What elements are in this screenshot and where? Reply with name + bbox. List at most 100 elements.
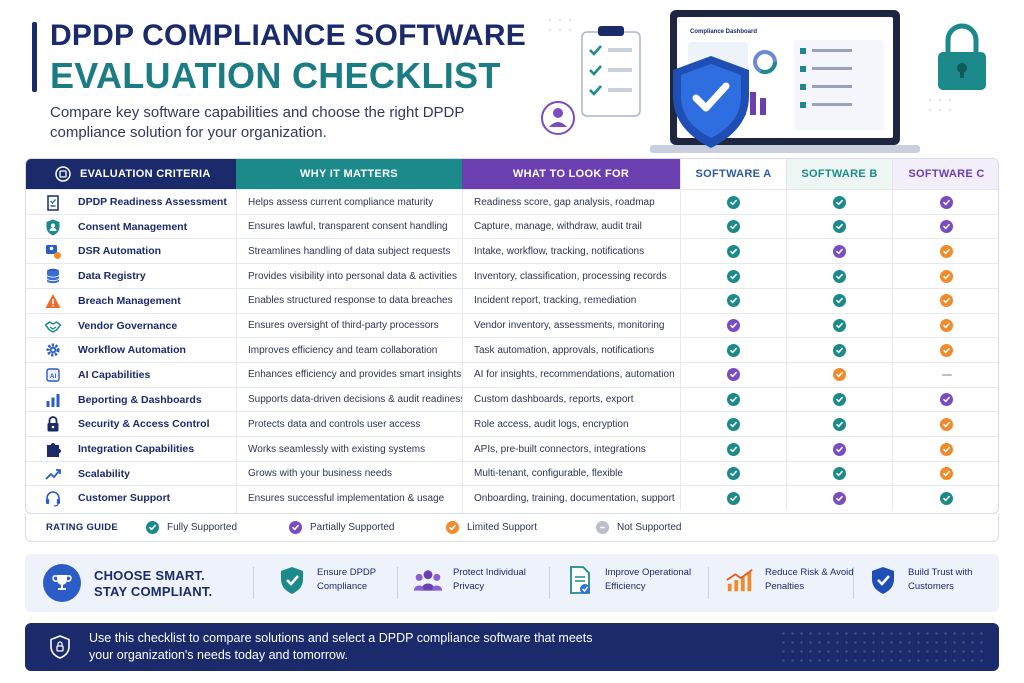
full-check-icon: [727, 269, 740, 283]
software-a-rating: [680, 288, 786, 313]
software-b-rating: [786, 190, 892, 214]
rating-none-label: Not Supported: [617, 522, 682, 533]
look-for-text: Capture, manage, withdraw, audit trail: [474, 221, 642, 233]
criteria-label: Integration Capabilities: [78, 443, 195, 455]
why-text: Ensures lawful, transparent consent hand…: [248, 221, 448, 233]
svg-text:AI: AI: [50, 373, 57, 380]
partial-check-icon: [727, 319, 740, 332]
rating-guide: RATING GUIDE Fully Supported Partially S…: [25, 514, 999, 542]
header-software-b: SOFTWARE B: [786, 159, 892, 189]
look-for-text: Task automation, approvals, notification…: [474, 344, 655, 356]
people-icon: [413, 565, 443, 595]
table-row: DSR Automation Streamlines handling of da…: [26, 238, 998, 264]
table-row: Scalability Grows with your business need…: [26, 460, 998, 486]
slogan-line1: CHOOSE SMART.: [94, 568, 205, 583]
benefit-item: Ensure DPDP Compliance: [277, 565, 407, 595]
software-c-rating: [892, 362, 998, 387]
partial-check-icon: [940, 195, 953, 209]
divider: [253, 567, 254, 599]
criteria-label: Data Registry: [78, 270, 146, 283]
why-text: Protects data and controls user access: [248, 418, 421, 430]
full-check-icon: [727, 417, 740, 431]
full-check-icon: [833, 195, 846, 209]
handshake-icon: [40, 314, 66, 338]
criteria-label: DPDP Readiness Assessment: [78, 196, 227, 208]
shield-user-icon: [40, 215, 66, 239]
badge-icon: [55, 166, 71, 182]
puzzle-icon: [40, 437, 66, 461]
limited-check-icon: [940, 269, 953, 283]
criteria-label: Security & Access Control: [78, 418, 210, 431]
warning-icon: [40, 289, 66, 313]
header-criteria-label: EVALUATION CRITERIA: [80, 168, 211, 180]
software-b-rating: [786, 362, 892, 387]
software-a-rating: [680, 387, 786, 412]
rating-guide-label: RATING GUIDE: [46, 522, 119, 533]
full-check-icon: [727, 491, 740, 505]
criteria-label: Workflow Automation: [78, 344, 186, 357]
full-check-icon: [833, 269, 846, 283]
table-row: Breach Management Enables structured resp…: [26, 287, 998, 313]
software-c-rating: [892, 239, 998, 264]
divider: [397, 567, 398, 599]
rating-full: Fully Supported: [146, 521, 237, 534]
gear-icon: [40, 338, 66, 362]
software-c-rating: [892, 387, 998, 412]
look-for-text: Vendor inventory, assessments, monitorin…: [474, 320, 665, 331]
full-check-icon: [833, 393, 846, 407]
table-row: Vendor Governance Ensures oversight of th…: [26, 312, 998, 338]
software-a-rating: [680, 214, 786, 239]
rating-limited-label: Limited Support: [467, 522, 538, 533]
partial-check-icon: [833, 442, 846, 456]
divider: [549, 567, 550, 599]
criteria-label: Scalability: [78, 467, 130, 480]
ai-chip-icon: AI: [40, 363, 66, 387]
limited-check-icon: [833, 368, 846, 382]
headset-icon: [40, 486, 66, 510]
table-row: Consent Management Ensures lawful, transp…: [26, 213, 998, 239]
full-check-icon: [833, 467, 846, 481]
table-header: EVALUATION CRITERIA WHY IT MATTERS WHAT …: [26, 159, 998, 189]
limited-check-icon: [940, 442, 953, 456]
header-software-a: SOFTWARE A: [680, 159, 786, 189]
header-why: WHY IT MATTERS: [236, 159, 462, 189]
full-check-icon: [727, 244, 740, 258]
full-check-icon: [727, 195, 740, 209]
divider: [708, 567, 709, 599]
software-a-rating: [680, 313, 786, 338]
trend-up-icon: [725, 565, 755, 595]
why-text: Enhances efficiency and provides smart i…: [248, 369, 462, 381]
why-text: Ensures successful implementation & usag…: [248, 492, 445, 504]
full-check-icon: [940, 491, 953, 505]
trend-up-icon: [40, 462, 66, 486]
look-for-text: APIs, pre-built connectors, integrations: [474, 443, 646, 455]
rating-none: Not Supported: [596, 521, 682, 534]
header-software-c: SOFTWARE C: [892, 159, 998, 189]
look-for-text: Onboarding, training, documentation, sup…: [474, 492, 675, 504]
software-b-rating: [786, 288, 892, 313]
rating-partial: Partially Supported: [289, 521, 395, 534]
software-c-rating: [892, 412, 998, 437]
table-row: Customer Support Ensures successful imple…: [26, 485, 998, 511]
hero-illustration: Compliance Dashboard: [530, 0, 1024, 160]
full-check-icon: [833, 319, 846, 332]
limited-check-icon: [940, 294, 953, 308]
trophy-icon: [43, 564, 81, 602]
full-check-icon: [833, 294, 846, 308]
look-for-text: Intake, workflow, tracking, notification…: [474, 245, 645, 257]
header-criteria: EVALUATION CRITERIA: [26, 159, 236, 189]
benefit-item: Protect Individual Privacy: [413, 565, 543, 595]
slogan-line2: STAY COMPLIANT.: [94, 584, 213, 599]
software-b-rating: [786, 461, 892, 486]
shield-lock-icon: [50, 635, 70, 659]
benefit-item: Improve Operational Efficiency: [565, 565, 695, 595]
table-row: Data Registry Provides visibility into pe…: [26, 263, 998, 289]
svg-text:Compliance Dashboard: Compliance Dashboard: [690, 29, 757, 35]
column-divider: [236, 189, 237, 513]
limited-check-icon: [940, 467, 953, 481]
software-a-rating: [680, 239, 786, 264]
software-a-rating: [680, 264, 786, 289]
look-for-text: Inventory, classification, processing re…: [474, 270, 667, 282]
software-b-rating: [786, 437, 892, 461]
